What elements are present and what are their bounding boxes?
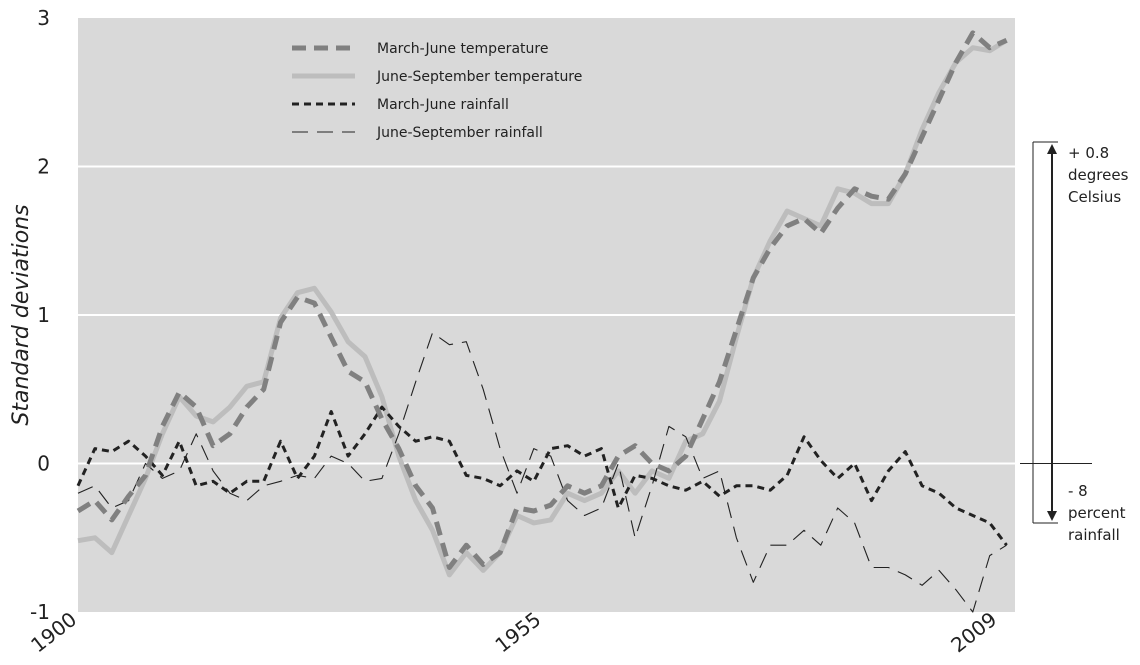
arrow-up-head xyxy=(1047,144,1057,154)
series-lines xyxy=(76,30,1008,613)
scale-annotation: + 0.8 degrees Celsius - 8 percent rainfall xyxy=(1020,141,1129,544)
y-tick-label: 1 xyxy=(37,303,50,327)
annotation-temperature-line: Celsius xyxy=(1068,188,1121,206)
y-tick-label: 0 xyxy=(37,452,50,476)
y-axis-ticks: 3 2 1 0 -1 xyxy=(30,6,50,624)
annotation-temperature-line: + 0.8 xyxy=(1068,144,1109,162)
x-tick-label: 1955 xyxy=(490,607,545,657)
x-axis-ticks: 1900 1955 2009 xyxy=(26,607,1001,657)
annotation-rainfall-line: percent xyxy=(1068,504,1126,522)
y-tick-label: 3 xyxy=(37,6,50,30)
series-line-3 xyxy=(77,332,1007,613)
annotation-temperature-line: degrees xyxy=(1068,166,1129,184)
series-line-2 xyxy=(76,405,1008,547)
gridlines xyxy=(78,165,1015,465)
y-axis-label: Standard deviations xyxy=(9,204,34,425)
series-line-0 xyxy=(76,30,1008,570)
legend-label-0: March-June temperature xyxy=(377,41,548,57)
legend-label-2: March-June rainfall xyxy=(377,97,509,113)
legend: March-June temperature June-September tem… xyxy=(292,41,582,141)
legend-label-1: June-September temperature xyxy=(376,69,582,85)
legend-label-3: June-September rainfall xyxy=(376,125,543,141)
x-tick-label: 2009 xyxy=(946,607,1001,657)
arrow-down-head xyxy=(1047,511,1057,521)
annotation-rainfall-line: rainfall xyxy=(1068,526,1120,544)
y-tick-label: 2 xyxy=(37,155,50,179)
annotation-rainfall-line: - 8 xyxy=(1068,482,1088,500)
y-tick-label: -1 xyxy=(30,600,50,624)
